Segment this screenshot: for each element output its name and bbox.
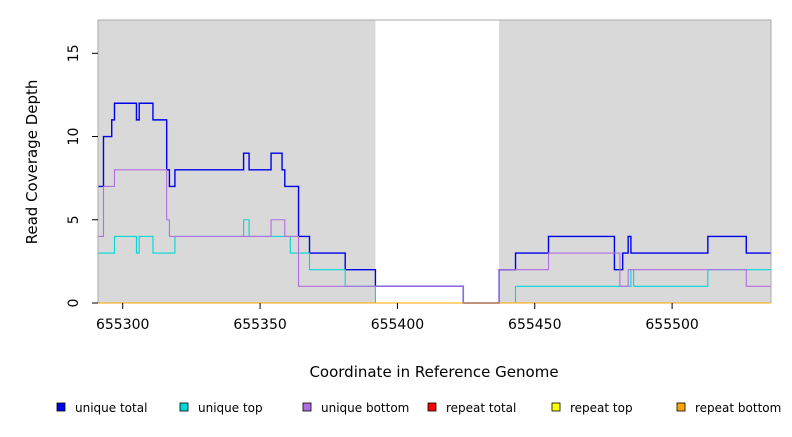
legend-swatch-repeat-total bbox=[427, 402, 437, 412]
legend-label-unique-total: unique total bbox=[75, 401, 147, 415]
legend-label-unique-bottom: unique bottom bbox=[321, 401, 409, 415]
legend-swatch-repeat-top bbox=[551, 402, 561, 412]
y-axis-title: Read Coverage Depth bbox=[23, 80, 41, 245]
series-layer bbox=[98, 102, 771, 304]
legend-item-unique-total: unique total bbox=[56, 401, 147, 415]
legend-item-repeat-total: repeat total bbox=[427, 401, 516, 415]
x-tick-label-655400: 655400 bbox=[371, 317, 424, 333]
x-tick-label-655450: 655450 bbox=[508, 317, 561, 333]
legend-label-repeat-top: repeat top bbox=[570, 401, 633, 415]
plot-frame bbox=[97, 19, 772, 303]
legend-label-unique-top: unique top bbox=[198, 401, 263, 415]
legend-swatch-repeat-bottom bbox=[676, 402, 686, 412]
y-tick-label-15: 15 bbox=[66, 44, 82, 62]
highlight-region-0 bbox=[375, 20, 500, 303]
legend-item-unique-top: unique top bbox=[179, 401, 263, 415]
legend-swatch-unique-total bbox=[56, 402, 66, 412]
legend-swatch-unique-top bbox=[179, 402, 189, 412]
series-unique-bottom bbox=[98, 169, 771, 304]
axes-layer: 655300 655350 655400 655450 655500 0 5 10 15 bbox=[66, 44, 699, 333]
legend-item-repeat-top: repeat top bbox=[551, 401, 633, 415]
legend-label-repeat-total: repeat total bbox=[446, 401, 516, 415]
x-tick-label-655350: 655350 bbox=[233, 317, 286, 333]
x-tick-label-655500: 655500 bbox=[645, 317, 698, 333]
legend-item-unique-bottom: unique bottom bbox=[302, 401, 409, 415]
y-tick-label-10: 10 bbox=[66, 128, 82, 146]
x-tick-label-655300: 655300 bbox=[96, 317, 149, 333]
y-tick-label-5: 5 bbox=[66, 215, 82, 224]
plot-background-layer bbox=[98, 20, 771, 303]
x-axis-title: Coordinate in Reference Genome bbox=[309, 363, 558, 381]
legend-label-repeat-bottom: repeat bottom bbox=[695, 401, 781, 415]
legend-swatch-unique-bottom bbox=[302, 402, 312, 412]
plot-frame-layer bbox=[97, 19, 772, 303]
legend-item-repeat-bottom: repeat bottom bbox=[676, 401, 781, 415]
series-unique-top bbox=[98, 219, 771, 304]
legend: unique total unique top unique bottom repea… bbox=[56, 401, 781, 415]
series-unique-total bbox=[98, 102, 771, 304]
y-tick-label-0: 0 bbox=[66, 299, 82, 308]
